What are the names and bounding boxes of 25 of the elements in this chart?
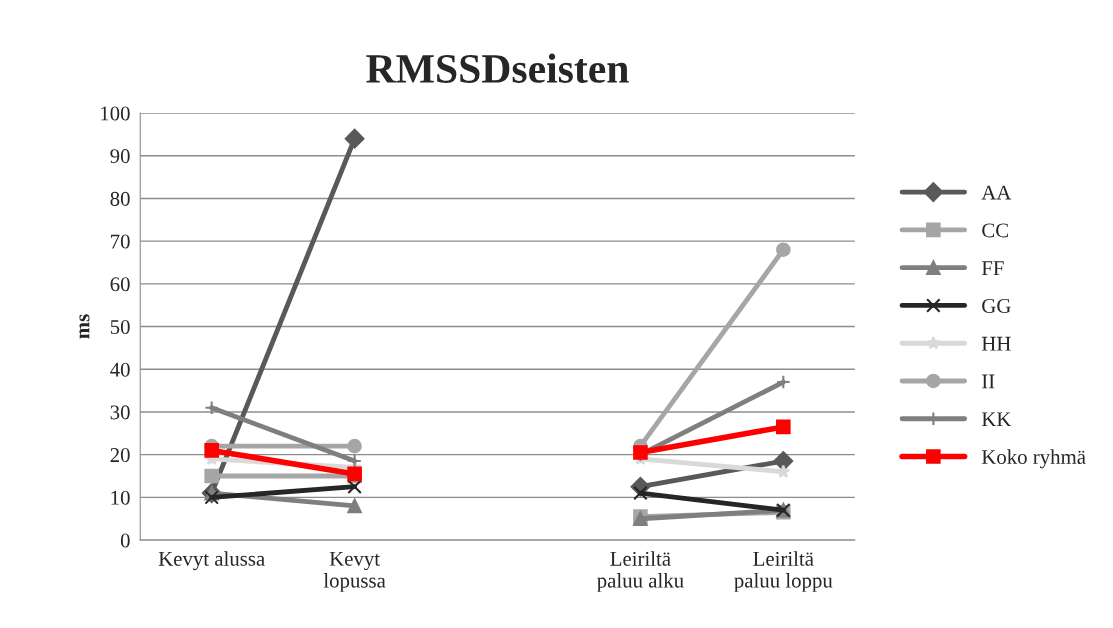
x-tick-label: Leiriltä paluu alku (597, 551, 684, 592)
x-tick-label: Kevyt alussa (158, 551, 265, 571)
legend-label: KK (981, 412, 1012, 427)
legend-label: FF (981, 261, 1004, 275)
y-tick-label: 10 (111, 490, 130, 505)
y-tick-label: 60 (110, 277, 130, 292)
legend-label: HH (981, 336, 1011, 351)
x-tick-label: Kevyt lopussa (323, 551, 386, 592)
x-tick-label: Leiriltä paluu loppu (734, 551, 833, 592)
y-tick-label: 40 (110, 362, 130, 377)
y-axis-title: ms (79, 314, 90, 339)
legend-label: Koko ryhmä (981, 449, 1086, 469)
y-tick-label: 50 (110, 319, 130, 334)
y-tick-label: 20 (110, 448, 130, 463)
legend-label: AA (981, 185, 1012, 200)
legend-label: II (982, 374, 995, 389)
y-tick-label: 80 (110, 191, 130, 206)
legend-label: CC (982, 223, 1008, 238)
legend-label: GG (982, 298, 1011, 313)
y-tick-label: 30 (110, 405, 130, 420)
y-tick-label: 70 (111, 234, 130, 249)
y-tick-label: 90 (110, 149, 130, 164)
chart-title: RMSSDseisten (366, 53, 629, 83)
y-tick-label: 100 (101, 106, 130, 121)
y-tick-label: 0 (120, 533, 130, 548)
